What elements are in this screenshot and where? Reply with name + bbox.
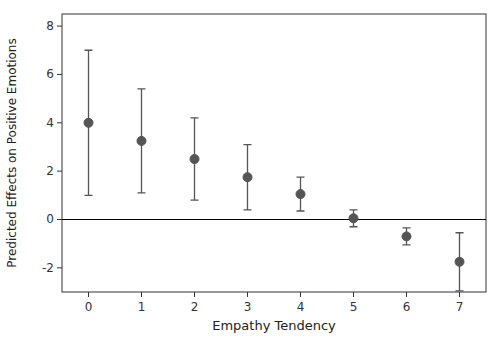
y-tick — [57, 122, 62, 123]
y-tick-label: 4 — [46, 116, 54, 130]
error-bar — [297, 177, 305, 211]
x-tick — [406, 292, 407, 297]
point — [84, 118, 93, 127]
x-tick-label: 6 — [403, 300, 411, 314]
x-tick-label: 0 — [85, 300, 93, 314]
x-axis-label: Empathy Tendency — [212, 318, 336, 333]
y-tick-label: 8 — [46, 19, 54, 33]
x-tick-label: 7 — [456, 300, 464, 314]
y-tick-label: -2 — [42, 261, 54, 275]
y-tick-label: 6 — [46, 67, 54, 81]
x-tick-label: 4 — [297, 300, 305, 314]
y-tick — [57, 171, 62, 172]
x-tick-label: 1 — [138, 300, 146, 314]
reference-line — [62, 219, 486, 220]
x-tick-label: 2 — [191, 300, 199, 314]
error-bar — [85, 50, 93, 195]
point — [455, 257, 464, 266]
chart-container: 0 1 2 3 4 5 6 7 -2 0 2 4 6 8 Empathy Tendency Predicted… — [0, 0, 500, 340]
error-bar — [244, 145, 252, 210]
y-tick — [57, 26, 62, 27]
y-tick — [57, 74, 62, 75]
error-bar — [350, 210, 358, 227]
x-tick-label: 3 — [244, 300, 252, 314]
error-bar — [138, 89, 146, 193]
point — [243, 173, 252, 182]
error-bar — [456, 233, 464, 291]
point — [296, 190, 305, 199]
plot-frame — [62, 14, 486, 292]
x-tick-label: 5 — [350, 300, 358, 314]
point — [137, 136, 146, 145]
y-tick — [57, 267, 62, 268]
x-tick — [353, 292, 354, 297]
plot-area — [62, 50, 486, 291]
x-tick — [88, 292, 89, 297]
error-bar — [191, 118, 199, 200]
y-tick — [57, 219, 62, 220]
x-tick — [247, 292, 248, 297]
x-tick — [141, 292, 142, 297]
y-tick-label: 2 — [46, 164, 54, 178]
point — [349, 214, 358, 223]
x-tick — [300, 292, 301, 297]
chart: 0 1 2 3 4 5 6 7 -2 0 2 4 6 8 Empathy Tendency Predicted… — [0, 0, 500, 340]
point — [402, 232, 411, 241]
y-tick-label: 0 — [46, 212, 54, 226]
y-axis-label: Predicted Effects on Positive Emotions — [5, 38, 19, 267]
error-bar — [403, 228, 411, 245]
x-tick — [194, 292, 195, 297]
x-tick — [459, 292, 460, 297]
point — [190, 155, 199, 164]
